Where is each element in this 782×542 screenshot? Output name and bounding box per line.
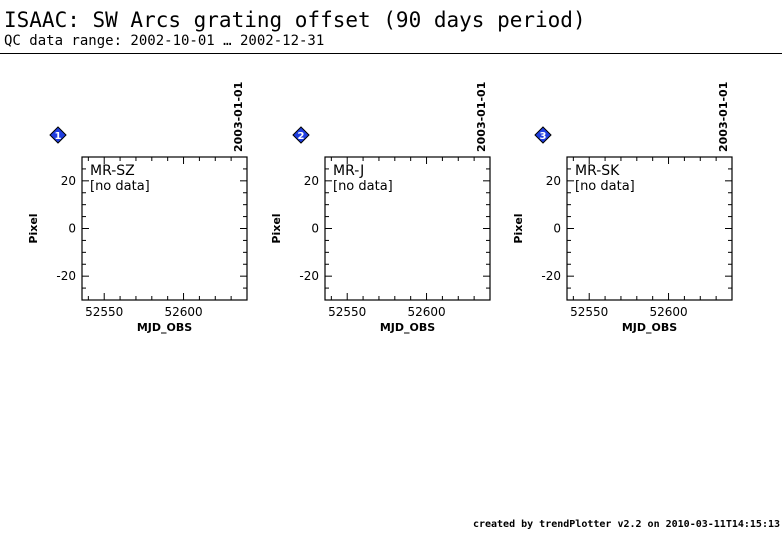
x-tick-label: 52550 xyxy=(570,305,608,319)
panel-number-badge-icon xyxy=(49,126,67,144)
y-axis-label: Pixel xyxy=(27,213,40,243)
date-marker-label: 2003-01-01 xyxy=(717,82,730,152)
x-tick-label: 52550 xyxy=(85,305,123,319)
y-tick-label: 0 xyxy=(553,222,561,236)
footer-credit: created by trendPlotter v2.2 on 2010-03-… xyxy=(472,519,780,530)
page-subtitle: QC data range: 2002-10-01 … 2002-12-31 xyxy=(4,33,325,49)
x-axis-label: MJD_OBS xyxy=(622,321,677,334)
x-tick-label: 52600 xyxy=(649,305,687,319)
panel-number: 3 xyxy=(540,131,547,142)
y-tick-label: -20 xyxy=(56,269,76,283)
page-title: ISAAC: SW Arcs grating offset (90 days p… xyxy=(4,8,586,32)
panel-label: MR-J xyxy=(333,163,364,179)
y-tick-label: -20 xyxy=(541,269,561,283)
y-tick-label: -20 xyxy=(299,269,319,283)
panel-number: 2 xyxy=(298,131,305,142)
chart-panel-2: 52550 52600 20 0 -20 MJD_OBS Pixel 2003-01-01 MR… xyxy=(270,82,491,334)
header-divider xyxy=(0,53,782,54)
x-axis-label: MJD_OBS xyxy=(380,321,435,334)
panel-number: 1 xyxy=(55,131,62,142)
y-tick-label: 20 xyxy=(61,174,76,188)
y-tick-label: 20 xyxy=(304,174,319,188)
y-axis-label: Pixel xyxy=(270,213,283,243)
y-axis-label: Pixel xyxy=(512,213,525,243)
date-marker-label: 2003-01-01 xyxy=(475,82,488,152)
panel-status: [no data] xyxy=(90,179,150,194)
x-tick-label: 52600 xyxy=(407,305,445,319)
y-tick-label: 20 xyxy=(546,174,561,188)
chart-panel-1: 52550 52600 20 0 -20 MJD_OBS Pixel 2003-01-01 MR… xyxy=(27,82,248,334)
y-tick-label: 0 xyxy=(311,222,319,236)
x-tick-label: 52550 xyxy=(328,305,366,319)
panel-status: [no data] xyxy=(575,179,635,194)
date-marker-label: 2003-01-01 xyxy=(232,82,245,152)
panel-number-badge-icon xyxy=(534,126,552,144)
panel-number-badge-icon xyxy=(292,126,310,144)
panel-label: MR-SK xyxy=(575,163,620,179)
chart-panel-3: 52550 52600 20 0 -20 MJD_OBS Pixel 2003-01-01 MR… xyxy=(512,82,733,334)
panel-label: MR-SZ xyxy=(90,163,135,179)
y-tick-label: 0 xyxy=(68,222,76,236)
x-tick-label: 52600 xyxy=(164,305,202,319)
x-axis-label: MJD_OBS xyxy=(137,321,192,334)
panel-status: [no data] xyxy=(333,179,393,194)
